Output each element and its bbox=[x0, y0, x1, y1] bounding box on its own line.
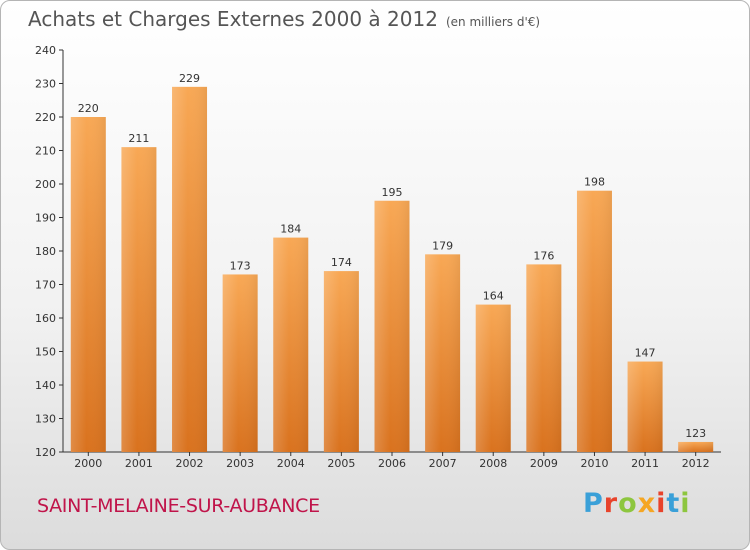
value-label: 229 bbox=[179, 72, 200, 85]
logo-letter: x bbox=[637, 488, 657, 519]
x-tick-label: 2007 bbox=[429, 457, 457, 470]
value-label: 184 bbox=[280, 223, 301, 236]
value-label: 211 bbox=[128, 132, 149, 145]
x-tick-label: 2012 bbox=[682, 457, 710, 470]
bar-shine bbox=[273, 237, 309, 452]
value-label: 176 bbox=[533, 249, 554, 262]
unit-label: (en milliers d'€) bbox=[445, 15, 541, 29]
bar-shine bbox=[222, 274, 258, 452]
bar-shine bbox=[678, 441, 714, 452]
y-tick-label: 220 bbox=[35, 111, 56, 124]
commune-name: SAINT-MELAINE-SUR-AUBANCE bbox=[37, 495, 320, 517]
x-tick-label: 2002 bbox=[176, 457, 204, 470]
value-label: 174 bbox=[331, 256, 352, 269]
y-tick-label: 140 bbox=[35, 379, 56, 392]
y-tick-label: 120 bbox=[35, 446, 56, 459]
bar-shine bbox=[526, 264, 562, 452]
bar-shine bbox=[425, 254, 461, 452]
bar-shine bbox=[576, 190, 612, 452]
chart-title: Achats et Charges Externes 2000 à 2012 (e… bbox=[28, 7, 540, 31]
title-text: Achats et Charges Externes 2000 à 2012 bbox=[28, 7, 438, 31]
value-label: 164 bbox=[483, 290, 504, 303]
logo-letter: o bbox=[618, 488, 638, 519]
x-tick-label: 2009 bbox=[530, 457, 558, 470]
y-tick-label: 180 bbox=[35, 245, 56, 258]
y-tick-label: 200 bbox=[35, 178, 56, 191]
bar-shine bbox=[121, 147, 157, 452]
bar-shine bbox=[323, 271, 359, 452]
axes: 120 130 140 150 160 170 180 190 200 210 220 230 240 2… bbox=[35, 44, 721, 470]
bar-shine bbox=[172, 86, 208, 452]
bar-shine bbox=[70, 117, 106, 452]
logo-letter: P bbox=[583, 488, 604, 519]
bar-shine bbox=[475, 304, 511, 452]
x-tick-label: 2006 bbox=[378, 457, 406, 470]
x-tick-label: 2008 bbox=[479, 457, 507, 470]
bars: 220 211 229 173 184 174 195 179 164 176 198 147 123 bbox=[70, 72, 714, 452]
value-label: 179 bbox=[432, 239, 453, 252]
x-tick-label: 2003 bbox=[226, 457, 254, 470]
bar-shine bbox=[374, 200, 410, 452]
value-label: 173 bbox=[230, 259, 251, 272]
bar-shine bbox=[627, 361, 663, 452]
x-tick-label: 2011 bbox=[631, 457, 659, 470]
y-tick-label: 240 bbox=[35, 44, 56, 57]
proxiti-logo: Proxiti bbox=[583, 488, 691, 519]
y-tick-label: 130 bbox=[35, 413, 56, 426]
y-tick-label: 190 bbox=[35, 212, 56, 225]
logo-letter: r bbox=[603, 488, 619, 519]
value-label: 123 bbox=[685, 427, 706, 440]
logo-letter: t bbox=[666, 488, 681, 519]
value-label: 220 bbox=[78, 102, 99, 115]
y-tick-label: 170 bbox=[35, 279, 56, 292]
value-label: 198 bbox=[584, 176, 605, 189]
x-tick-label: 2000 bbox=[74, 457, 102, 470]
x-tick-label: 2004 bbox=[277, 457, 305, 470]
y-tick-label: 210 bbox=[35, 145, 56, 158]
y-tick-label: 150 bbox=[35, 346, 56, 359]
value-label: 147 bbox=[635, 347, 656, 360]
x-tick-label: 2005 bbox=[327, 457, 355, 470]
y-tick-label: 160 bbox=[35, 312, 56, 325]
x-tick-label: 2001 bbox=[125, 457, 153, 470]
logo-letter: i bbox=[680, 488, 691, 519]
y-tick-label: 230 bbox=[35, 78, 56, 91]
logo-letter: i bbox=[656, 488, 667, 519]
value-label: 195 bbox=[382, 186, 403, 199]
x-tick-label: 2010 bbox=[580, 457, 608, 470]
